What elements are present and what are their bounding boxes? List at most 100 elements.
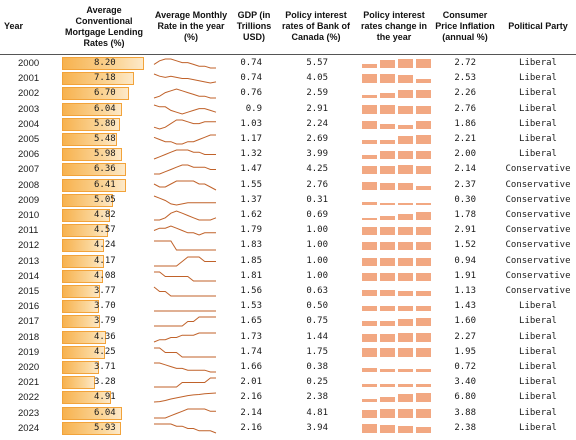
cpi-value: 1.52 bbox=[454, 240, 476, 251]
policy-rate-value: 4.25 bbox=[306, 164, 328, 175]
cpi-value: 1.91 bbox=[454, 270, 476, 281]
monthly-rate-sparkline bbox=[154, 271, 216, 282]
monthly-rate-sparkline bbox=[154, 423, 217, 434]
table-row[interactable]: 2008 6.41 1.55 2.76 2.37 Conservative bbox=[0, 178, 576, 193]
mortgage-rate-value: 5.48 bbox=[94, 134, 116, 144]
sparkline-path bbox=[153, 225, 216, 236]
table-row[interactable]: 2018 4.36 1.73 1.44 2.27 Liberal bbox=[0, 330, 576, 345]
year-cell: 2000 bbox=[18, 58, 40, 69]
header-mortgage-rate[interactable]: Average Conventional Mortgage Lending Ra… bbox=[65, 4, 143, 48]
policy-change-block bbox=[380, 140, 395, 144]
cpi-value: 1.13 bbox=[454, 286, 476, 296]
policy-change-block bbox=[398, 242, 413, 251]
cpi-value: 2.53 bbox=[454, 73, 476, 84]
year-cell: 2024 bbox=[18, 422, 40, 434]
policy-change-block bbox=[380, 369, 395, 372]
table-row[interactable]: 2009 5.05 1.37 0.31 0.30 Conservative bbox=[0, 193, 576, 208]
policy-change-block bbox=[380, 93, 395, 99]
table-row[interactable]: 2014 4.08 1.81 1.00 1.91 Conservative bbox=[0, 269, 576, 284]
political-party-value: Liberal bbox=[519, 118, 557, 129]
policy-change-block bbox=[380, 242, 395, 251]
table-row[interactable]: 2011 4.57 1.79 1.00 2.91 Conservative bbox=[0, 223, 576, 238]
policy-change-block bbox=[380, 182, 395, 190]
policy-change-block bbox=[398, 319, 413, 327]
policy-change-block bbox=[416, 242, 431, 251]
table-row[interactable]: 2005 5.48 1.17 2.69 2.21 Liberal bbox=[0, 132, 576, 147]
political-party-value: Conservative bbox=[505, 225, 571, 236]
policy-change-block bbox=[362, 95, 377, 99]
mortgage-rate-bar bbox=[62, 133, 117, 146]
table-row[interactable]: 2019 4.25 1.74 1.75 1.95 Liberal bbox=[0, 345, 576, 360]
monthly-rate-sparkline bbox=[153, 195, 216, 206]
mortgage-rate-value: 6.04 bbox=[94, 407, 116, 418]
monthly-rate-sparkline bbox=[153, 225, 216, 236]
mortgage-rate-value: 5.05 bbox=[94, 194, 116, 205]
table-row[interactable]: 2016 3.70 1.53 0.50 1.43 Liberal bbox=[0, 299, 576, 314]
table-row[interactable]: 2021 3.28 2.01 0.25 3.40 Liberal bbox=[0, 375, 576, 390]
header-political-party[interactable]: Political Party bbox=[508, 21, 568, 31]
political-party-value: Conservative bbox=[505, 194, 571, 205]
table-row[interactable]: 2023 6.04 2.14 4.81 3.88 Liberal bbox=[0, 406, 576, 421]
header-monthly-rate[interactable]: Average Monthly Rate in the year (%) bbox=[154, 10, 228, 42]
policy-change-block bbox=[362, 64, 377, 68]
policy-rate-value: 1.44 bbox=[306, 331, 328, 342]
policy-change-block bbox=[398, 306, 413, 312]
year-cell: 2003 bbox=[18, 103, 40, 115]
policy-change-block bbox=[362, 155, 377, 160]
table-row[interactable]: 2010 4.82 1.62 0.69 1.78 Conservative bbox=[0, 208, 576, 223]
policy-change-block bbox=[398, 75, 413, 84]
table-row[interactable]: 2004 5.80 1.03 2.24 1.86 Liberal bbox=[0, 117, 576, 132]
sparkline-path bbox=[154, 362, 216, 373]
table-row[interactable]: 2001 7.18 0.74 4.05 2.53 Liberal bbox=[0, 71, 576, 86]
year-cell: 2012 bbox=[18, 240, 40, 252]
table-row[interactable]: 2022 4.91 2.16 2.38 6.80 Liberal bbox=[0, 390, 576, 405]
sparkline-path bbox=[154, 256, 216, 267]
header-policy-rate[interactable]: Policy interest rates of Bank of Canada … bbox=[281, 10, 350, 42]
gdp-value: 1.74 bbox=[240, 346, 262, 357]
sparkline-path bbox=[153, 73, 217, 84]
gdp-value: 2.16 bbox=[240, 392, 262, 403]
mortgage-rate-value: 4.24 bbox=[94, 240, 116, 251]
table-row[interactable]: 2003 6.04 0.9 2.91 2.76 Liberal bbox=[0, 102, 576, 117]
header-gdp[interactable]: GDP (in Trillions USD) bbox=[236, 10, 272, 42]
mortgage-rate-value: 5.80 bbox=[94, 118, 116, 129]
policy-change-block bbox=[398, 369, 413, 372]
policy-change-block bbox=[362, 242, 377, 251]
table-row[interactable]: 2007 6.36 1.47 4.25 2.14 Conservative bbox=[0, 162, 576, 177]
policy-change-block bbox=[362, 399, 377, 403]
year-cell: 2009 bbox=[18, 194, 40, 206]
header-year[interactable]: Year bbox=[4, 21, 24, 31]
policy-change-block bbox=[416, 347, 431, 357]
policy-change-block bbox=[398, 347, 413, 357]
table-row[interactable]: 2012 4.24 1.83 1.00 1.52 Conservative bbox=[0, 238, 576, 253]
header-cpi[interactable]: Consumer Price Inflation (annual %) bbox=[435, 10, 495, 42]
table-row[interactable]: 2002 6.70 0.76 2.59 2.26 Liberal bbox=[0, 86, 576, 101]
policy-rate-value: 2.38 bbox=[306, 392, 328, 403]
table-row[interactable]: 2015 3.77 1.56 0.63 1.13 Conservative bbox=[0, 284, 576, 299]
policy-change-block bbox=[362, 272, 377, 281]
gdp-value: 1.32 bbox=[240, 149, 262, 160]
political-party-value: Liberal bbox=[519, 392, 557, 403]
year-cell: 2017 bbox=[18, 316, 40, 328]
political-party-value: Liberal bbox=[519, 422, 557, 433]
table-row[interactable]: 2013 4.17 1.85 1.00 0.94 Conservative bbox=[0, 254, 576, 269]
table-row[interactable]: 2020 3.71 1.66 0.38 0.72 Liberal bbox=[0, 360, 576, 375]
policy-change-block bbox=[380, 384, 395, 388]
policy-change-block bbox=[416, 306, 431, 312]
monthly-rate-sparkline bbox=[154, 347, 216, 358]
gdp-value: 1.53 bbox=[240, 301, 262, 312]
policy-change-block bbox=[398, 151, 413, 160]
table-row[interactable]: 2017 3.79 1.65 0.75 1.60 Liberal bbox=[0, 314, 576, 329]
policy-change-block bbox=[362, 409, 377, 418]
table-row[interactable]: 2006 5.98 1.32 3.99 2.00 Liberal bbox=[0, 147, 576, 162]
political-party-value: Liberal bbox=[519, 346, 557, 357]
cpi-value: 2.14 bbox=[454, 164, 476, 175]
mortgage-rate-value: 4.36 bbox=[94, 331, 116, 342]
header-policy-change[interactable]: Policy interest rates change in the year bbox=[360, 10, 428, 42]
policy-change-block bbox=[380, 397, 395, 403]
table-row[interactable]: 2000 8.20 0.74 5.57 2.72 Liberal bbox=[0, 56, 576, 71]
mortgage-rate-value: 3.71 bbox=[94, 362, 116, 372]
policy-rate-value: 3.99 bbox=[306, 149, 328, 160]
mortgage-rate-bar bbox=[62, 224, 108, 238]
table-row[interactable]: 2024 5.93 2.16 3.94 2.38 Liberal bbox=[0, 421, 576, 436]
